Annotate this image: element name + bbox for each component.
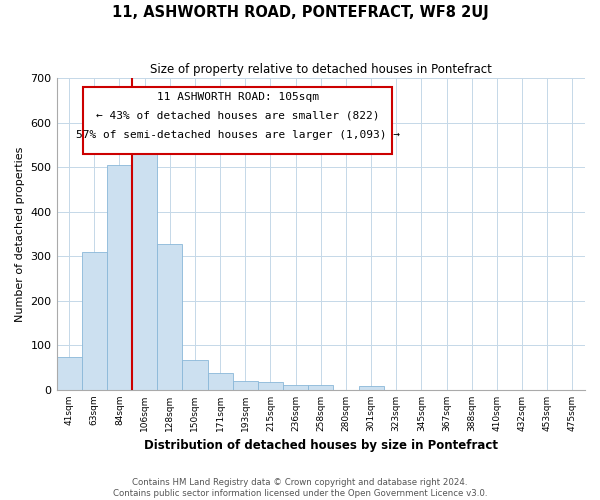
Bar <box>182 360 208 390</box>
Bar <box>233 381 258 390</box>
Text: Contains HM Land Registry data © Crown copyright and database right 2024.
Contai: Contains HM Land Registry data © Crown c… <box>113 478 487 498</box>
Y-axis label: Number of detached properties: Number of detached properties <box>15 146 25 322</box>
Bar <box>132 134 157 390</box>
Bar <box>258 382 283 390</box>
Bar <box>308 384 334 390</box>
Bar <box>359 386 383 390</box>
Bar <box>82 252 107 390</box>
X-axis label: Distribution of detached houses by size in Pontefract: Distribution of detached houses by size … <box>144 440 498 452</box>
Text: 11, ASHWORTH ROAD, PONTEFRACT, WF8 2UJ: 11, ASHWORTH ROAD, PONTEFRACT, WF8 2UJ <box>112 5 488 20</box>
Bar <box>283 386 308 390</box>
Text: 57% of semi-detached houses are larger (1,093) →: 57% of semi-detached houses are larger (… <box>76 130 400 140</box>
Bar <box>107 165 132 390</box>
Text: 11 ASHWORTH ROAD: 105sqm: 11 ASHWORTH ROAD: 105sqm <box>157 92 319 102</box>
Bar <box>56 356 82 390</box>
Text: ← 43% of detached houses are smaller (822): ← 43% of detached houses are smaller (82… <box>96 111 379 121</box>
Bar <box>157 244 182 390</box>
FancyBboxPatch shape <box>83 88 392 154</box>
Title: Size of property relative to detached houses in Pontefract: Size of property relative to detached ho… <box>150 62 492 76</box>
Bar <box>208 373 233 390</box>
